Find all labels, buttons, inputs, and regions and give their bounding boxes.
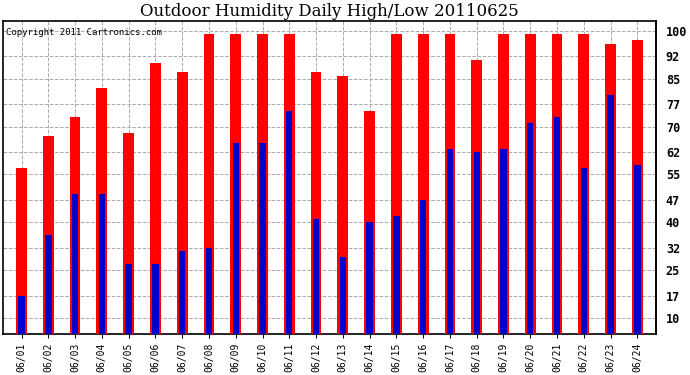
Bar xyxy=(366,222,373,350)
Bar xyxy=(233,142,239,350)
Bar xyxy=(43,136,54,350)
Bar xyxy=(150,63,161,350)
Bar xyxy=(286,111,293,350)
Bar xyxy=(498,34,509,350)
Bar xyxy=(19,296,25,350)
Bar xyxy=(257,34,268,350)
Bar xyxy=(152,264,159,350)
Bar xyxy=(177,72,188,350)
Bar xyxy=(525,34,535,350)
Bar xyxy=(124,133,134,350)
Bar xyxy=(471,60,482,350)
Bar xyxy=(500,149,506,350)
Bar xyxy=(72,194,78,350)
Bar xyxy=(230,34,241,350)
Bar xyxy=(70,117,81,350)
Bar xyxy=(446,149,453,350)
Bar xyxy=(16,168,27,350)
Bar xyxy=(552,34,562,350)
Bar xyxy=(527,123,533,350)
Bar xyxy=(578,34,589,350)
Bar xyxy=(364,111,375,350)
Bar xyxy=(605,44,616,350)
Bar xyxy=(607,94,614,350)
Text: Copyright 2011 Cartronics.com: Copyright 2011 Cartronics.com xyxy=(6,28,162,37)
Bar xyxy=(179,251,186,350)
Bar xyxy=(206,248,212,350)
Bar xyxy=(554,117,560,350)
Bar xyxy=(473,152,480,350)
Title: Outdoor Humidity Daily High/Low 20110625: Outdoor Humidity Daily High/Low 20110625 xyxy=(140,3,519,20)
Bar xyxy=(337,75,348,350)
Bar xyxy=(45,235,52,350)
Bar xyxy=(393,216,400,350)
Bar xyxy=(418,34,428,350)
Bar xyxy=(634,165,640,350)
Bar xyxy=(97,88,107,350)
Bar xyxy=(126,264,132,350)
Bar xyxy=(313,219,319,350)
Bar xyxy=(632,40,643,350)
Bar xyxy=(391,34,402,350)
Bar xyxy=(420,200,426,350)
Bar xyxy=(339,257,346,350)
Bar xyxy=(284,34,295,350)
Bar xyxy=(259,142,266,350)
Bar xyxy=(204,34,215,350)
Bar xyxy=(310,72,322,350)
Bar xyxy=(580,168,587,350)
Bar xyxy=(444,34,455,350)
Bar xyxy=(99,194,105,350)
